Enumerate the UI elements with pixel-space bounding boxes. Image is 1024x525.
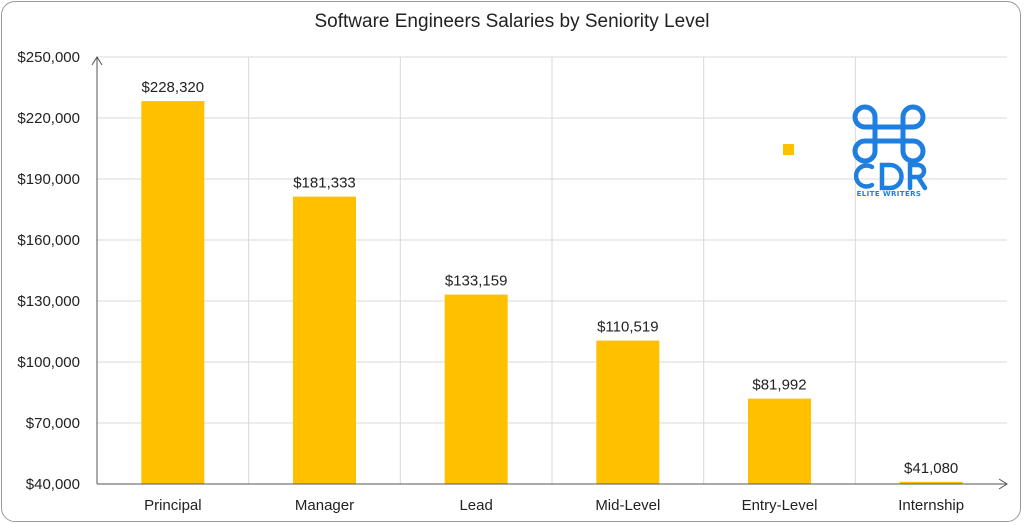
y-tick-label: $40,000 xyxy=(26,476,80,493)
x-tick-label: Entry-Level xyxy=(742,497,818,514)
logo-letters-cdr xyxy=(853,162,928,191)
data-labels: $228,320 $181,333 $133,159 $110,519 $81,992 $… xyxy=(142,79,959,477)
cdr-logo: ELITE WRITERS xyxy=(852,104,928,198)
x-tick-label: Lead xyxy=(459,497,492,514)
data-label: $133,159 xyxy=(445,273,508,290)
y-tick-label: $190,000 xyxy=(17,171,80,188)
y-tick-label: $160,000 xyxy=(17,232,80,249)
logo-subtext: ELITE WRITERS xyxy=(857,190,922,198)
axes xyxy=(91,56,1008,490)
x-tick-label: Manager xyxy=(295,497,354,514)
data-label: $110,519 xyxy=(597,319,658,336)
y-axis-ticks: $40,000 $70,000 $100,000 $130,000 $160,000 $1… xyxy=(17,49,80,493)
data-label: $81,992 xyxy=(752,377,806,394)
legend-marker xyxy=(783,144,794,155)
data-label: $41,080 xyxy=(904,460,958,477)
x-axis-arrow xyxy=(998,478,1008,490)
x-tick-label: Principal xyxy=(144,497,202,514)
bar xyxy=(444,294,508,484)
data-label: $228,320 xyxy=(142,79,205,96)
bar xyxy=(596,340,660,484)
chart-title: Software Engineers Salaries by Seniority… xyxy=(314,11,710,32)
x-tick-label: Mid-Level xyxy=(595,497,660,514)
y-axis-arrow xyxy=(91,56,103,66)
bars xyxy=(141,101,963,484)
bar xyxy=(293,196,356,484)
y-tick-label: $220,000 xyxy=(17,110,80,127)
bar xyxy=(748,398,811,484)
y-tick-label: $70,000 xyxy=(26,415,80,432)
x-axis-labels: Principal Manager Lead Mid-Level Entry-Level… xyxy=(144,497,964,514)
gridlines xyxy=(97,56,1007,484)
y-tick-label: $130,000 xyxy=(17,293,80,310)
command-key-icon xyxy=(852,104,926,164)
bar xyxy=(141,101,205,484)
data-label: $181,333 xyxy=(293,175,356,192)
y-tick-label: $250,000 xyxy=(17,49,80,66)
y-tick-label: $100,000 xyxy=(17,354,80,371)
x-tick-label: Internship xyxy=(898,497,964,514)
bar xyxy=(899,481,963,484)
